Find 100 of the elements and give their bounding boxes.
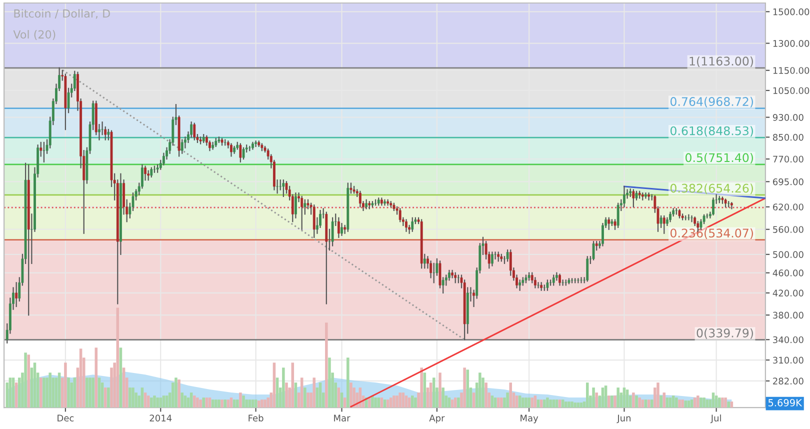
bar xyxy=(27,354,30,408)
bar xyxy=(555,400,558,408)
bar xyxy=(202,398,205,408)
candlestick xyxy=(650,194,654,200)
candlestick xyxy=(239,143,242,162)
bar xyxy=(368,398,371,408)
candlestick xyxy=(279,180,282,190)
ref-line-label: 0(339.79) xyxy=(696,328,754,339)
candlestick xyxy=(491,252,494,266)
bar xyxy=(549,400,552,408)
bar xyxy=(64,362,67,408)
bar xyxy=(218,400,220,408)
bar xyxy=(509,382,512,408)
bar xyxy=(536,400,540,408)
candlestick xyxy=(282,180,285,197)
candlestick xyxy=(586,256,589,282)
bar xyxy=(300,378,304,408)
bar xyxy=(42,378,46,408)
bar xyxy=(690,400,694,408)
candlestick xyxy=(644,192,647,199)
x-tick-label: May xyxy=(520,414,538,424)
bar xyxy=(33,362,36,408)
bar xyxy=(576,402,580,408)
candlestick xyxy=(675,208,678,215)
candlestick xyxy=(193,122,196,140)
bar xyxy=(528,398,530,408)
bar xyxy=(530,398,534,408)
bar xyxy=(687,400,690,408)
y-tick-label: 420.00 xyxy=(772,290,804,296)
bar xyxy=(285,382,288,408)
bar xyxy=(506,392,509,408)
bar xyxy=(291,362,294,408)
bar xyxy=(721,398,724,408)
bar xyxy=(564,402,568,408)
bar xyxy=(500,398,503,408)
bar xyxy=(570,402,574,408)
candlestick xyxy=(632,189,635,208)
y-tick-label: 930.00 xyxy=(772,114,804,121)
bar xyxy=(592,388,595,408)
bar xyxy=(534,396,537,408)
bar xyxy=(205,398,208,408)
candlestick xyxy=(623,186,626,208)
bar xyxy=(558,400,562,408)
bar xyxy=(672,396,675,408)
bar xyxy=(540,400,543,408)
candlestick xyxy=(712,198,714,216)
candlestick xyxy=(660,215,662,228)
bar xyxy=(193,396,196,408)
bar xyxy=(518,396,522,408)
y-tick-label: 380.00 xyxy=(773,312,804,319)
y-tick-label: 1150.00 xyxy=(773,67,810,74)
bar xyxy=(684,400,688,408)
candlestick xyxy=(304,199,306,215)
bar xyxy=(718,398,721,408)
bar xyxy=(402,392,405,408)
bar xyxy=(144,392,147,408)
bar xyxy=(8,378,12,408)
bar xyxy=(98,378,101,408)
bar xyxy=(700,398,702,408)
bar xyxy=(546,398,549,408)
candlestick xyxy=(506,249,509,262)
candlestick xyxy=(242,147,245,160)
ref-line-label: 0.382(654.26) xyxy=(670,184,754,194)
bar xyxy=(199,400,202,408)
x-tick-label: Feb xyxy=(248,414,264,422)
bar xyxy=(580,402,583,408)
ref-line-label: 0.236(534.07) xyxy=(670,228,754,239)
bar xyxy=(254,400,258,408)
candlestick xyxy=(614,219,616,230)
candlestick xyxy=(706,214,708,218)
bar xyxy=(245,400,248,408)
candlestick xyxy=(384,199,386,206)
bar xyxy=(693,398,696,408)
y-tick-label: 1500.00 xyxy=(773,8,810,16)
bar xyxy=(159,398,162,408)
bar xyxy=(180,392,184,408)
bar xyxy=(635,396,638,408)
candlestick xyxy=(423,254,426,269)
candlestick xyxy=(558,274,561,286)
bar xyxy=(647,400,650,408)
bar xyxy=(638,398,641,408)
bar xyxy=(561,400,564,408)
bar xyxy=(484,382,488,408)
chart-title: Bitcoin / Dollar, D xyxy=(14,9,110,19)
bar xyxy=(178,380,180,408)
bar xyxy=(276,378,279,408)
bar xyxy=(257,400,260,408)
candlestick xyxy=(254,140,258,148)
ref-line-label: 0.764(968.72) xyxy=(670,96,754,108)
bar xyxy=(224,400,226,408)
bar xyxy=(208,398,212,408)
bar xyxy=(86,378,88,408)
bar xyxy=(73,378,76,408)
y-tick-label: 1050.00 xyxy=(773,87,810,94)
bar xyxy=(662,392,666,408)
candlestick xyxy=(312,204,316,238)
bar xyxy=(377,398,380,408)
bar xyxy=(496,398,500,408)
x-tick-label: Jun xyxy=(616,414,631,424)
bar xyxy=(48,372,52,408)
